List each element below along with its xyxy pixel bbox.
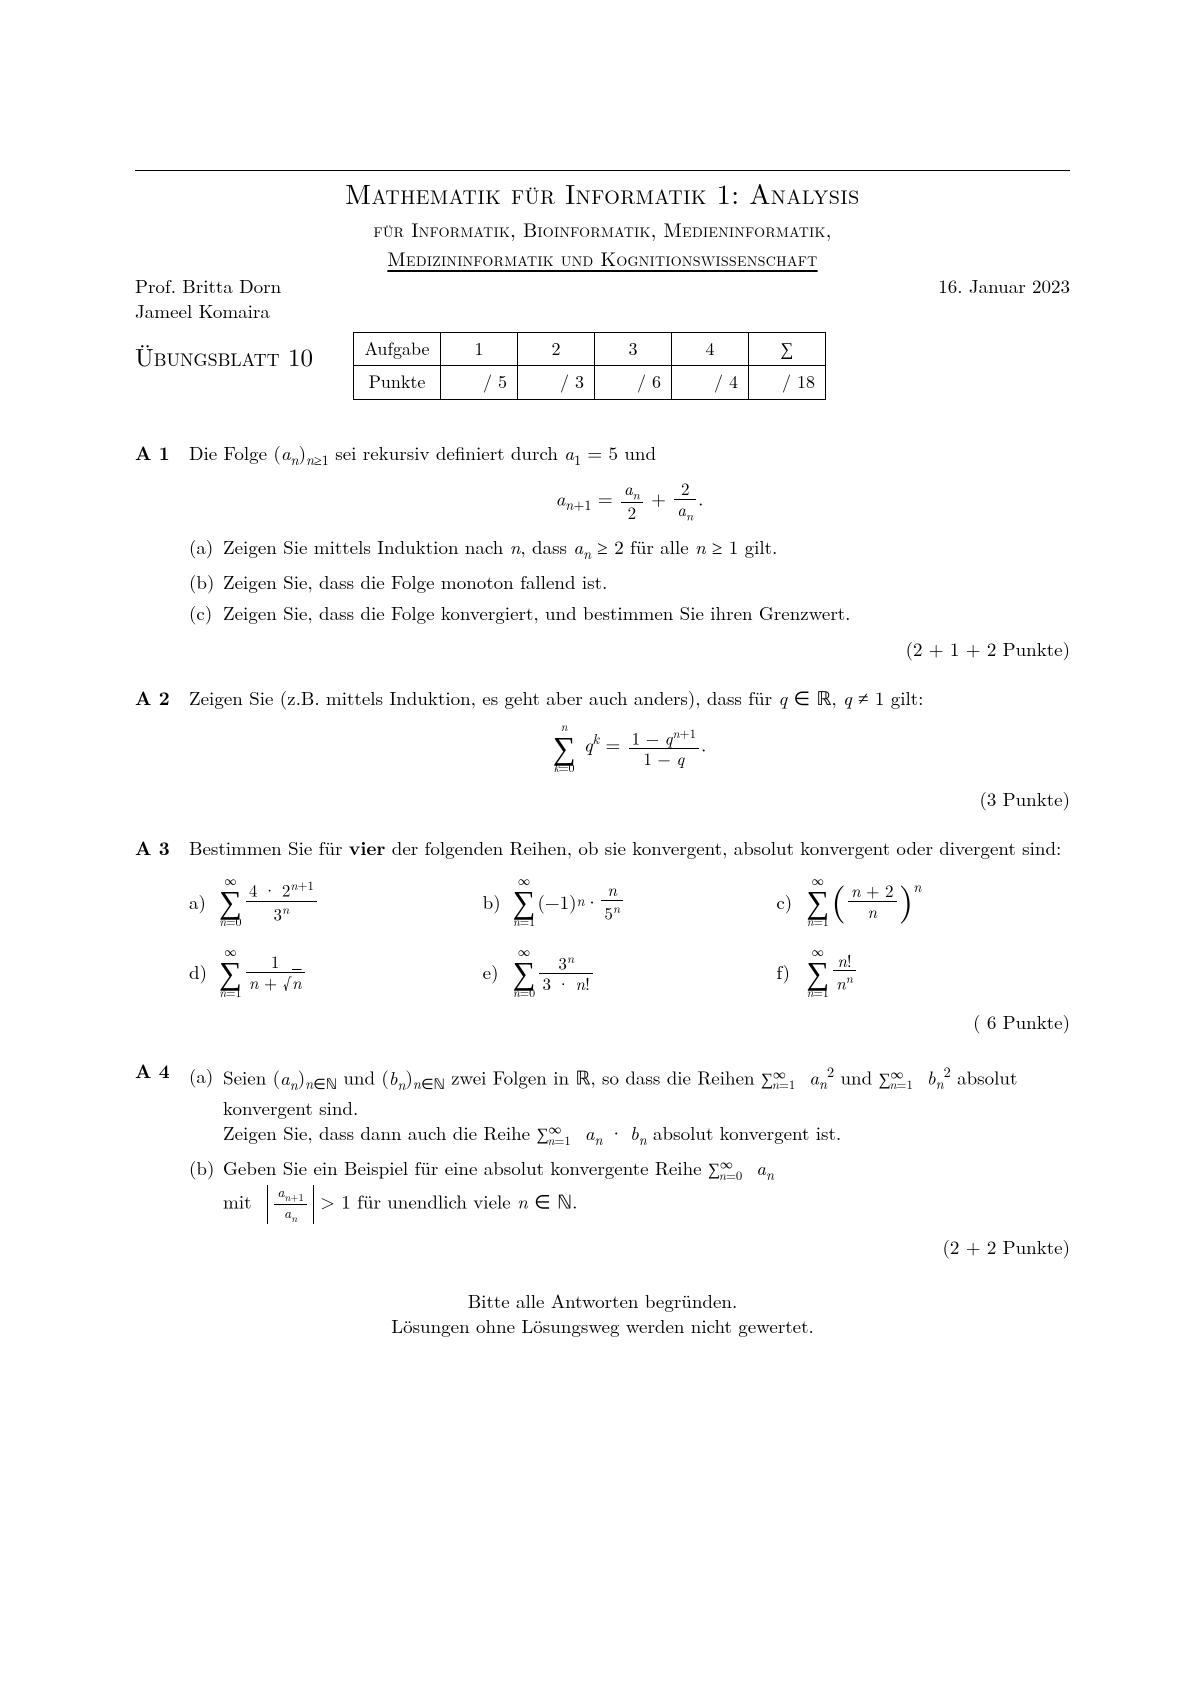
series-b: b) ∞∑n=1 (−1)n · n5n (483, 875, 777, 928)
points-cell: / 18 (748, 366, 825, 399)
professor-name: Prof. Britta Dorn (135, 273, 281, 299)
task-col: 2 (517, 333, 594, 366)
series-f: f) ∞∑n=1 n!nn (776, 946, 1070, 999)
sheet-and-table: Übungsblatt 10 Aufgabe 1 2 3 4 ∑ Punkte … (135, 330, 1070, 400)
a1-parts: (a)Zeigen Sie mittels Induktion nach n, … (189, 534, 1070, 625)
a1-part-c: Zeigen Sie, dass die Folge konvergiert, … (223, 600, 850, 626)
exercise-label: A 4 (135, 1058, 189, 1259)
task-col: 4 (671, 333, 748, 366)
exercise-body: Bestimmen Sie für vier der folgenden Rei… (189, 835, 1070, 1034)
a4-part-a: Seien (an)n∈ℕ und (bn)n∈ℕ zwei Folgen in… (223, 1063, 1070, 1150)
course-subtitle-2: Medizininformatik und Kognitionswissensc… (135, 244, 1070, 271)
task-col: 3 (594, 333, 671, 366)
points-cell: / 5 (440, 366, 517, 399)
task-col: ∑ (748, 333, 825, 366)
a3-series-grid: a) ∞∑n=0 4 · 2n+13n b) ∞∑n=1 (−1)n · n5n… (189, 875, 1070, 999)
list-item: (b)Zeigen Sie, dass die Folge monoton fa… (189, 569, 1070, 595)
exercise-label: A 1 (135, 440, 189, 662)
points-cell: / 3 (517, 366, 594, 399)
points-cell: / 6 (594, 366, 671, 399)
exercise-a2: A 2 Zeigen Sie (z.B. mittels Induktion, … (135, 685, 1070, 811)
a1-points: (2 + 1 + 2 Punkte) (189, 636, 1070, 662)
a1-formula: an+1 = an2 + 2an. (189, 480, 1070, 523)
course-title: Mathematik für Informatik 1: Analysis (135, 175, 1070, 213)
a1-intro: Die Folge (an)n≥1 sei rekursiv definiert… (189, 439, 656, 466)
exercise-body: Zeigen Sie (z.B. mittels Induktion, es g… (189, 685, 1070, 811)
a2-text: Zeigen Sie (z.B. mittels Induktion, es g… (189, 684, 923, 711)
a3-text: Bestimmen Sie für vier der folgenden Rei… (189, 834, 1061, 861)
course-subtitle-1: für Informatik, Bioinformatik, Medieninf… (135, 215, 1070, 242)
exercise-body: (a) Seien (an)n∈ℕ und (bn)n∈ℕ zwei Folge… (189, 1058, 1070, 1259)
footer-line-2: Lösungen ohne Lösungsweg werden nicht ge… (135, 1313, 1070, 1339)
sheet-title: Übungsblatt 10 (135, 340, 313, 374)
series-e: e) ∞∑n=0 3n3 · n! (483, 946, 777, 999)
a3-points: ( 6 Punkte) (189, 1009, 1070, 1035)
points-cell: / 4 (671, 366, 748, 399)
a4-parts: (a) Seien (an)n∈ℕ und (bn)n∈ℕ zwei Folge… (189, 1063, 1070, 1224)
table-row: Punkte / 5 / 3 / 6 / 4 / 18 (353, 366, 825, 399)
exercise-a1: A 1 Die Folge (an)n≥1 sei rekursiv defin… (135, 440, 1070, 662)
assistant-name: Jameel Komaira (135, 298, 281, 324)
a2-points: (3 Punkte) (189, 786, 1070, 812)
list-item: (c)Zeigen Sie, dass die Folge konvergier… (189, 600, 1070, 626)
exercise-a3: A 3 Bestimmen Sie für vier der folgenden… (135, 835, 1070, 1034)
table-row: Aufgabe 1 2 3 4 ∑ (353, 333, 825, 366)
series-c: c) ∞∑n=1 (n + 2n)n (776, 875, 1070, 928)
a4-points: (2 + 2 Punkte) (189, 1234, 1070, 1260)
a1-part-a: Zeigen Sie mittels Induktion nach n, das… (223, 534, 777, 564)
exercise-label: A 3 (135, 835, 189, 1034)
title-block: Mathematik für Informatik 1: Analysis fü… (135, 175, 1070, 271)
date: 16. Januar 2023 (938, 273, 1070, 324)
rule-top (135, 170, 1070, 171)
page: Mathematik für Informatik 1: Analysis fü… (0, 0, 1200, 1697)
list-item: (a)Zeigen Sie mittels Induktion nach n, … (189, 534, 1070, 564)
points-table: Aufgabe 1 2 3 4 ∑ Punkte / 5 / 3 / 6 / 4… (353, 332, 826, 400)
exercise-label: A 2 (135, 685, 189, 811)
exercise-a4: A 4 (a) Seien (an)n∈ℕ und (bn)n∈ℕ zwei F… (135, 1058, 1070, 1259)
footer-line-1: Bitte alle Antworten begründen. (135, 1288, 1070, 1314)
a4-part-b: Geben Sie ein Beispiel für eine absolut … (223, 1155, 774, 1224)
exercise-body: Die Folge (an)n≥1 sei rekursiv definiert… (189, 440, 1070, 662)
list-item: (a) Seien (an)n∈ℕ und (bn)n∈ℕ zwei Folge… (189, 1063, 1070, 1150)
a1-part-b: Zeigen Sie, dass die Folge monoton falle… (223, 569, 607, 595)
a2-formula: n∑k=0 qk = 1 − qn+11 − q. (189, 721, 1070, 774)
table-head-label: Aufgabe (353, 333, 440, 366)
list-item: (b) Geben Sie ein Beispiel für eine abso… (189, 1155, 1070, 1224)
task-col: 1 (440, 333, 517, 366)
series-a: a) ∞∑n=0 4 · 2n+13n (189, 875, 483, 928)
table-row-label: Punkte (353, 366, 440, 399)
series-d: d) ∞∑n=1 1n + √n (189, 946, 483, 999)
info-row: Prof. Britta Dorn Jameel Komaira 16. Jan… (135, 273, 1070, 324)
footer-note: Bitte alle Antworten begründen. Lösungen… (135, 1288, 1070, 1339)
